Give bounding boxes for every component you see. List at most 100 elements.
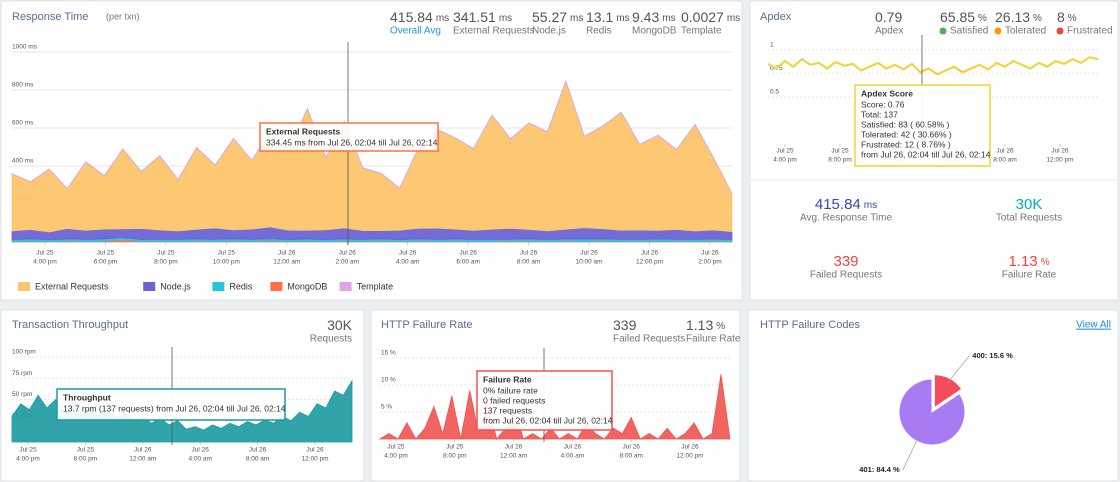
stat-value: 339	[833, 253, 858, 270]
tooltip-line: Frustrated: 12 ( 8.76% )	[861, 139, 951, 149]
tooltip-title: Failure Rate	[483, 374, 532, 384]
stat-value: 0.0027 ms	[681, 9, 740, 25]
tooltip	[854, 84, 991, 167]
stat-label: Apdex	[875, 26, 903, 37]
stat-label: Failed Requests	[613, 334, 685, 345]
tooltip-line: 334.45 ms from Jul 26, 02:04 till Jul 26…	[266, 137, 438, 147]
y-tick-label: 1000 ms	[12, 44, 38, 51]
unit: ms	[727, 13, 740, 24]
value: 30K	[327, 317, 353, 333]
stat-label: Node.js	[532, 26, 566, 37]
unit: %	[1033, 13, 1042, 24]
x-tick-time: 10:00 am	[575, 259, 602, 266]
value: 1.13	[1008, 253, 1037, 270]
unit: ms	[436, 13, 449, 24]
stat-value: 26.13%	[995, 9, 1042, 25]
x-tick-time: 10:00 pm	[213, 259, 240, 266]
x-tick-date: Jul 26	[339, 250, 357, 257]
stat-label: Template	[681, 26, 722, 37]
tooltip-title: Apdex Score	[861, 88, 913, 98]
x-tick-date: Jul 26	[459, 250, 477, 257]
legend-label: External Requests	[35, 281, 109, 291]
x-tick-date: Jul 26	[623, 444, 641, 451]
view-all-link[interactable]: View All	[1076, 320, 1111, 331]
y-tick-label: 15 %	[381, 350, 396, 357]
x-tick-date: Jul 25	[19, 447, 37, 454]
tooltip-line: Tolerated: 42 ( 30.66% )	[861, 129, 952, 139]
stat-value: 341.51 ms	[453, 9, 512, 25]
x-tick-date: Jul 26	[996, 148, 1014, 155]
stat-label: Total Requests	[996, 213, 1062, 224]
panel-title: Response Time	[12, 11, 88, 23]
x-tick-time: 4:00 am	[188, 456, 212, 463]
tooltip-line: from Jul 26, 02:04 till Jul 26, 02:14	[861, 149, 991, 159]
x-tick-date: Jul 26	[249, 447, 267, 454]
stat-value: 65.85%	[940, 9, 987, 25]
tooltip-line: 137 requests	[483, 405, 532, 415]
pie-label: 400: 15.6 %	[972, 351, 1013, 360]
x-tick-date: Jul 26	[1051, 148, 1069, 155]
x-tick-date: Jul 26	[580, 250, 598, 257]
x-tick-time: 8:00 am	[993, 157, 1017, 164]
stat-value: 30K	[327, 317, 353, 333]
legend-swatch	[212, 282, 225, 291]
legend-label: MongoDB	[287, 281, 327, 291]
tooltip-line: 0% failure rate	[483, 385, 538, 395]
x-tick-time: 4:00 am	[561, 453, 585, 460]
x-tick-time: 8:00 pm	[443, 453, 467, 460]
x-tick-date: Jul 25	[831, 148, 849, 155]
x-tick-date: Jul 25	[157, 250, 175, 257]
tooltip-line: from Jul 26, 02:04 till Jul 26, 02:14	[483, 415, 613, 425]
panel	[747, 309, 1119, 482]
x-tick-time: 8:00 am	[517, 259, 541, 266]
y-tick-label: 400 ms	[12, 158, 34, 165]
stat-value: 13.1 ms	[586, 9, 630, 25]
panel-title: HTTP Failure Codes	[760, 319, 861, 331]
stat-value: 55.27 ms	[532, 9, 583, 25]
panel-subtitle: (per txn)	[106, 11, 140, 21]
tooltip	[259, 122, 439, 152]
x-tick-time: 8:00 pm	[154, 259, 178, 266]
legend-dot	[1056, 27, 1064, 35]
stat-label: Satisfied	[950, 26, 988, 37]
pie-slice	[898, 378, 966, 446]
tooltip-line: Satisfied: 83 ( 60.58% )	[861, 119, 950, 129]
tooltip-title: External Requests	[266, 126, 340, 136]
stat-label: Frustrated	[1067, 26, 1113, 37]
tooltip-line: 13.7 rpm (137 requests) from Jul 26, 02:…	[63, 403, 286, 413]
x-tick-time: 4:00 pm	[33, 259, 57, 266]
x-tick-time: 12:00 pm	[301, 456, 328, 463]
stat-value: 415.84 ms	[815, 196, 877, 213]
area	[11, 79, 733, 194]
unit: ms	[570, 13, 583, 24]
stat-value: 8%	[1057, 9, 1077, 25]
value: 65.85	[940, 9, 975, 25]
value: 0.0027	[681, 9, 724, 25]
stat-value: 9.43 ms	[632, 9, 676, 25]
panel-title: Transaction Throughput	[12, 319, 128, 331]
legend-label: Node.js	[160, 281, 191, 291]
value: 339	[833, 253, 858, 270]
legend-swatch	[270, 282, 283, 291]
y-tick-label: 800 ms	[12, 82, 34, 89]
legend-label: Template	[357, 281, 394, 291]
unit: %	[978, 13, 987, 24]
x-tick-date: Jul 25	[36, 250, 54, 257]
x-tick-date: Jul 26	[701, 250, 719, 257]
x-tick-time: 8:00 am	[619, 453, 643, 460]
value: 1.13	[686, 317, 713, 333]
x-tick-time: 12:00 am	[500, 453, 527, 460]
stat-value: 1.13%	[686, 317, 725, 333]
value: 8	[1057, 9, 1065, 25]
x-tick-time: 4:00 pm	[773, 157, 797, 164]
value: 55.27	[532, 9, 567, 25]
area	[378, 374, 731, 440]
y-tick-label: 75 rpm	[12, 370, 32, 377]
unit: ms	[616, 13, 629, 24]
x-tick-time: 8:00 pm	[828, 157, 852, 164]
value: 30K	[1016, 196, 1043, 213]
x-tick-time: 12:00 am	[129, 456, 156, 463]
x-tick-date: Jul 25	[776, 148, 794, 155]
value: 26.13	[995, 9, 1030, 25]
